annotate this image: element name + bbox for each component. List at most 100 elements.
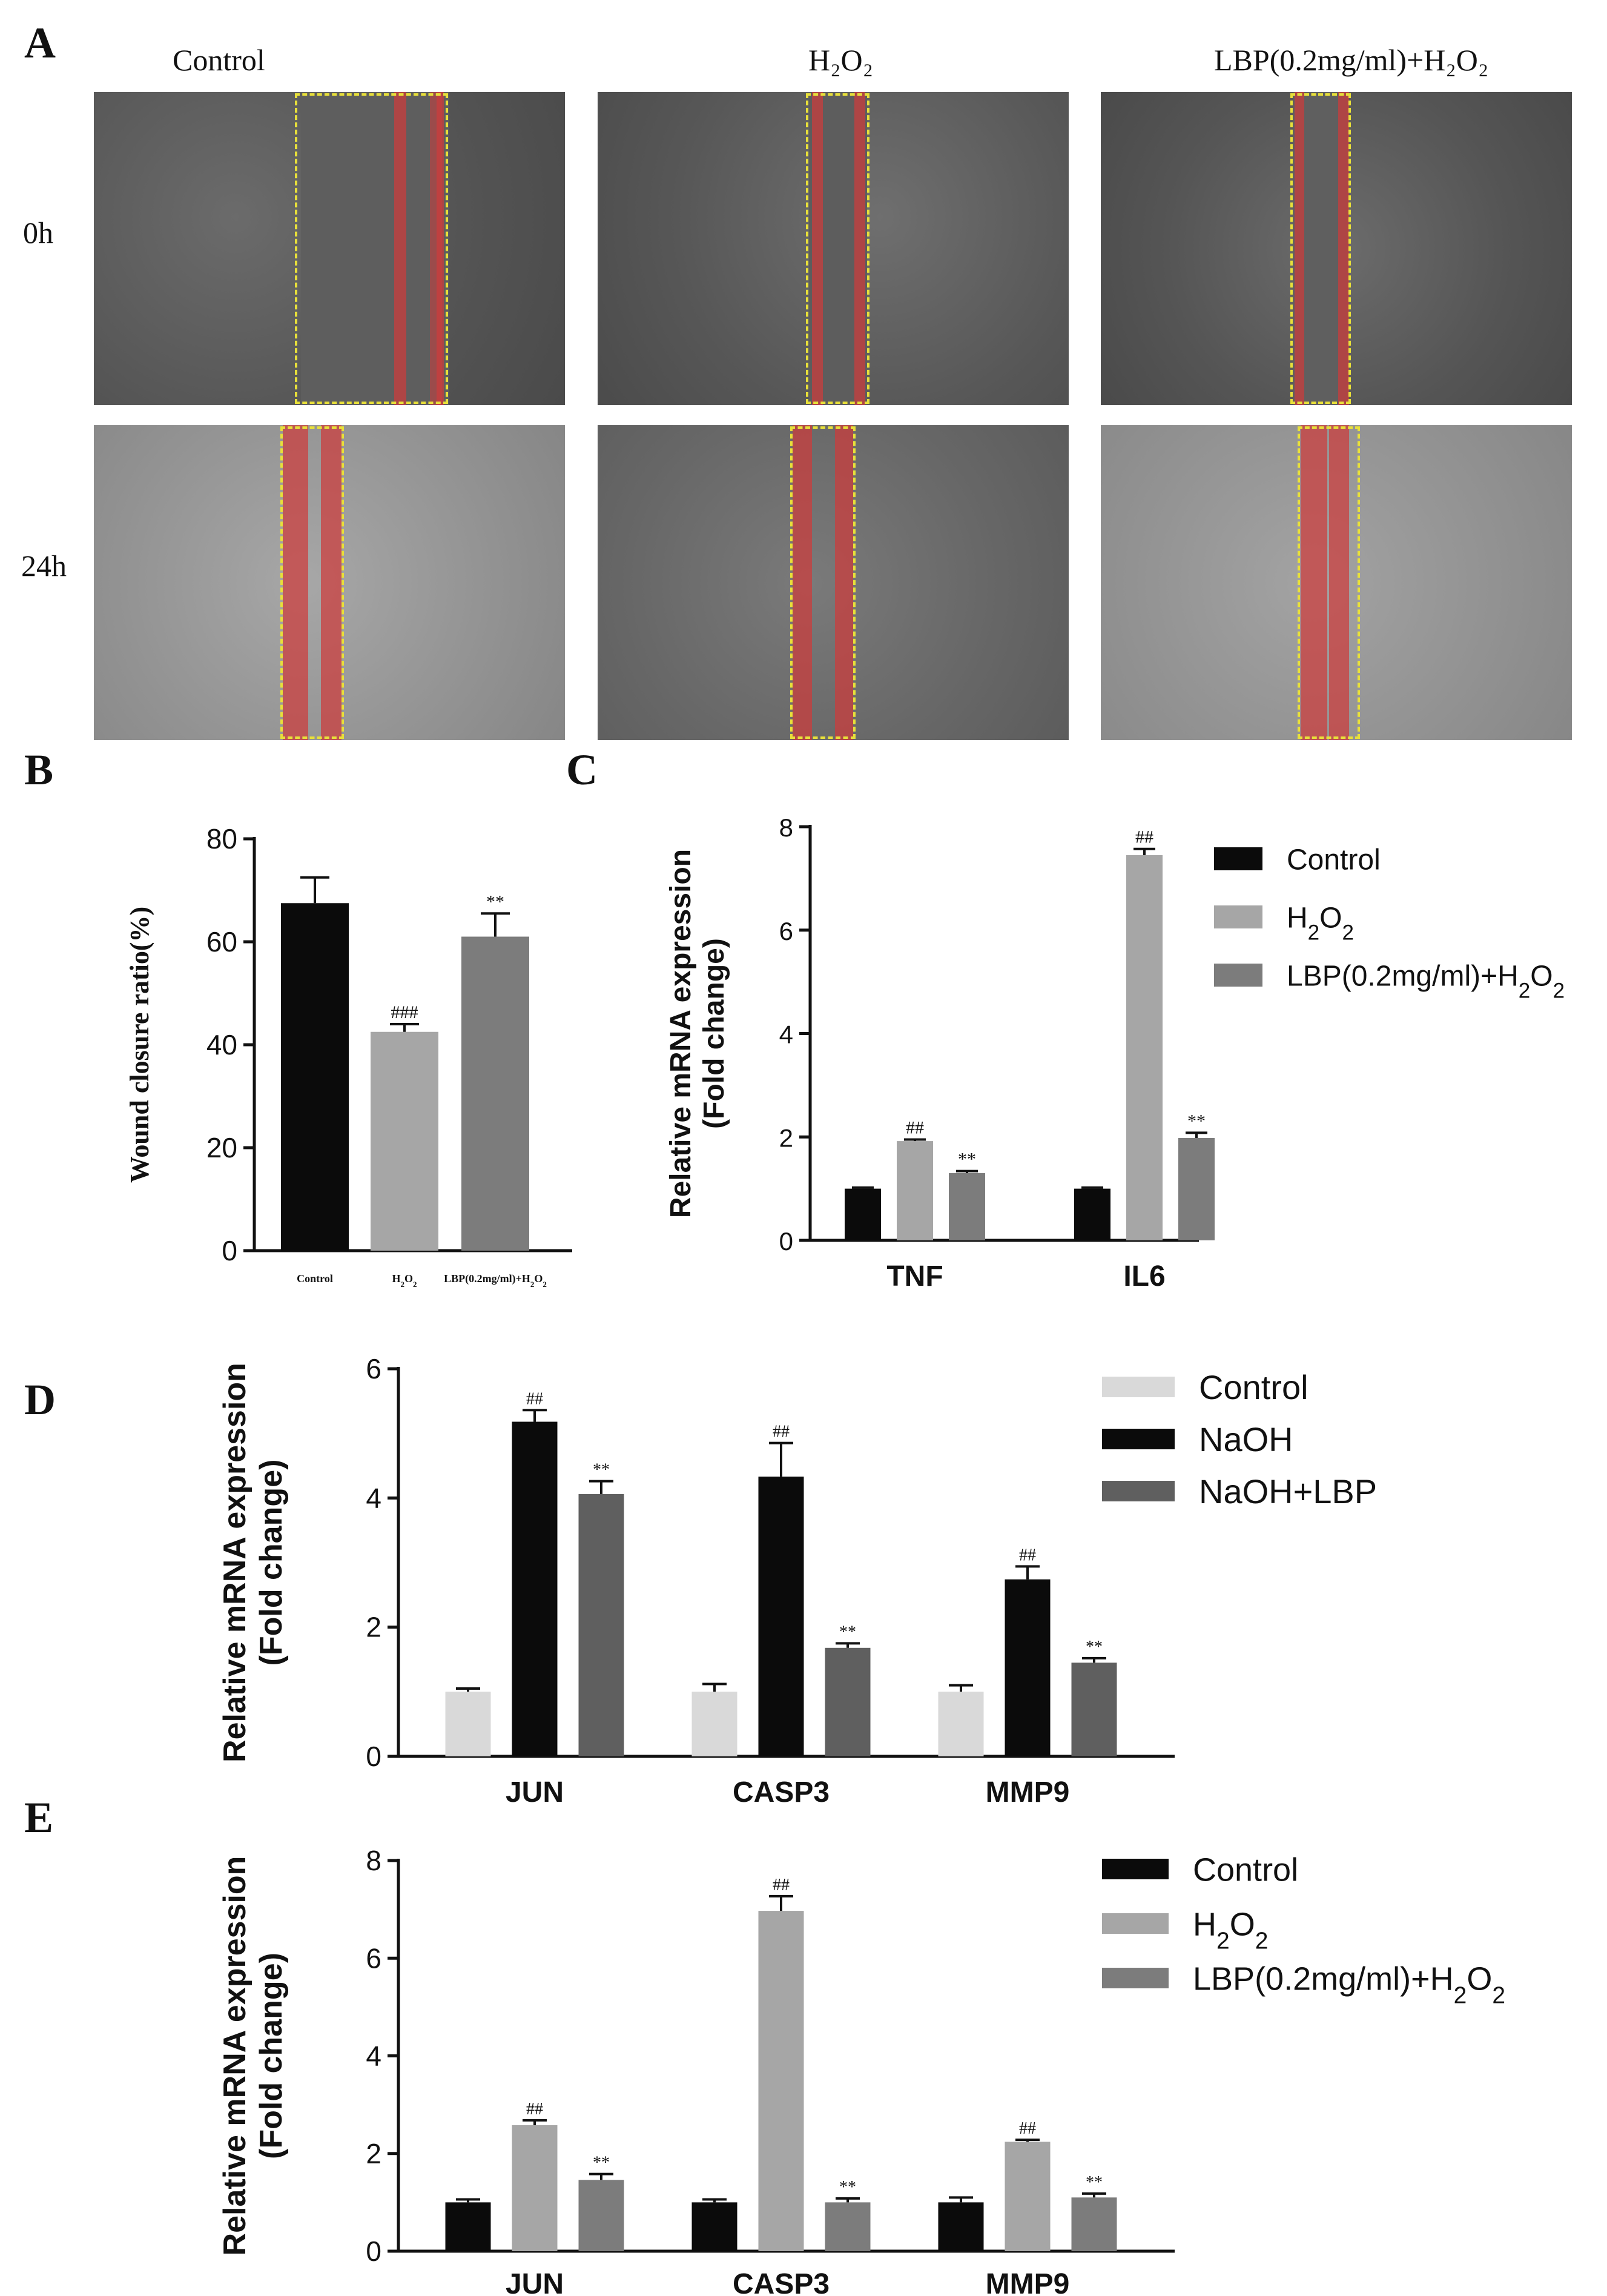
- panel-a-letter: A: [24, 19, 56, 67]
- x-tick-label: IL6: [1123, 1260, 1165, 1292]
- significance-mark: ##: [526, 2100, 543, 2119]
- y-tick-label: 20: [206, 1132, 237, 1163]
- y-tick-label: 0: [222, 1235, 237, 1266]
- bar: [512, 1421, 558, 1756]
- significance-mark: **: [486, 892, 504, 911]
- y-axis-label: Relative mRNA expression: [665, 849, 697, 1218]
- significance-mark: ##: [773, 1876, 790, 1894]
- y-tick-label: 0: [779, 1227, 793, 1256]
- y-tick-label: 8: [779, 813, 793, 842]
- legend-label: Control: [1199, 1368, 1308, 1406]
- legend-swatch: [1102, 1429, 1175, 1449]
- y-tick-label: 60: [206, 926, 237, 958]
- panel-d-letter: D: [24, 1375, 56, 1424]
- panel-c-letter: C: [566, 746, 598, 794]
- legend-label: Control: [1287, 844, 1381, 876]
- legend-swatch: [1102, 1481, 1175, 1501]
- micrograph-lbp-h2o2-0h: [1101, 92, 1572, 405]
- significance-mark: ##: [526, 1389, 543, 1408]
- legend-swatch: [1102, 1913, 1169, 1934]
- significance-mark: **: [839, 1623, 856, 1641]
- legend-label: NaOH: [1199, 1420, 1293, 1458]
- row-label-24h: 24h: [21, 549, 67, 583]
- chart-e-h2o2: 0 2 4 6 8 Relative mRNA expression (Fold chang…: [217, 1845, 1505, 2296]
- significance-mark: ##: [906, 1118, 924, 1138]
- legend-swatch: [1214, 847, 1262, 870]
- column-label-control: Control: [173, 43, 265, 77]
- y-tick-label: 2: [366, 1612, 381, 1643]
- bar: [281, 903, 349, 1251]
- bar: [938, 2202, 984, 2251]
- micrograph-control-24h: [94, 425, 565, 740]
- bar: [1071, 1662, 1117, 1756]
- legend-swatch: [1214, 905, 1262, 928]
- significance-mark: **: [593, 2154, 610, 2172]
- x-tick-label: CASP3: [733, 2268, 830, 2296]
- bar: [445, 1692, 491, 1756]
- y-axis-label-secondary: (Fold change): [698, 938, 730, 1129]
- significance-mark: ###: [391, 1002, 418, 1022]
- y-axis-label: Wound closure ratio(%): [125, 907, 154, 1183]
- bar: [1178, 1137, 1215, 1240]
- significance-mark: ##: [773, 1423, 790, 1441]
- significance-mark: **: [839, 2178, 856, 2197]
- bar: [461, 936, 529, 1251]
- bar: [825, 1647, 871, 1756]
- legend-label: NaOH+LBP: [1199, 1472, 1377, 1510]
- bar: [691, 2202, 738, 2251]
- y-tick-label: 0: [366, 2235, 381, 2267]
- bar: [1005, 1579, 1051, 1756]
- y-tick-label: 6: [366, 1353, 381, 1385]
- x-tick-label: Control: [297, 1272, 333, 1285]
- y-tick-label: 0: [366, 1741, 381, 1772]
- micrograph-h2o2-24h: [598, 425, 1069, 740]
- x-tick-label: MMP9: [986, 1776, 1070, 1808]
- y-axis-label-secondary: (Fold change): [254, 1953, 289, 2159]
- bar: [371, 1031, 438, 1251]
- y-axis-label: Relative mRNA expression: [217, 1363, 252, 1762]
- column-label-h2o2: H₂O₂: [808, 43, 874, 77]
- x-tick-label: CASP3: [733, 1776, 830, 1808]
- bar: [578, 2180, 624, 2251]
- bar: [845, 1188, 881, 1240]
- chart-c-tnf-il6: 0 2 4 6 8 Relative mRNA expression (Fold chang…: [665, 813, 1565, 1292]
- bar: [938, 1692, 984, 1756]
- significance-mark: **: [1187, 1111, 1206, 1131]
- bar: [825, 2202, 871, 2251]
- y-axis-label-secondary: (Fold change): [254, 1460, 289, 1666]
- legend-swatch: [1102, 1859, 1169, 1879]
- bar: [1071, 2197, 1117, 2251]
- bar: [897, 1141, 933, 1240]
- y-tick-label: 40: [206, 1029, 237, 1060]
- legend-label: LBP(0.2mg/ml)+H2O2: [1193, 1960, 1505, 2008]
- legend-label: Control: [1193, 1851, 1298, 1888]
- bar: [578, 1494, 624, 1756]
- significance-mark: **: [958, 1150, 976, 1170]
- x-tick-label: JUN: [506, 1776, 564, 1808]
- row-label-0h: 0h: [23, 216, 53, 250]
- significance-mark: ##: [1019, 2119, 1036, 2138]
- y-tick-label: 4: [366, 2040, 381, 2072]
- bar: [445, 2202, 491, 2251]
- significance-mark: **: [593, 1461, 610, 1480]
- x-tick-label: MMP9: [986, 2268, 1070, 2296]
- y-tick-label: 6: [366, 1942, 381, 1974]
- bar: [758, 1477, 804, 1756]
- significance-mark: ##: [1019, 1546, 1036, 1564]
- micrograph-control-0h: [94, 92, 565, 405]
- y-tick-label: 4: [779, 1021, 793, 1049]
- column-label-lbp-h2o2: LBP(0.2mg/ml)+H₂O₂: [1214, 43, 1489, 77]
- y-tick-label: 4: [366, 1482, 381, 1514]
- y-tick-label: 8: [366, 1845, 381, 1876]
- chart-d-naoh: 0 2 4 6 Relative mRNA expression (Fold change…: [217, 1353, 1377, 1808]
- y-tick-label: 6: [779, 917, 793, 945]
- x-tick-label: H2O2: [392, 1272, 417, 1289]
- bar: [691, 1692, 738, 1756]
- x-tick-label: TNF: [886, 1260, 943, 1292]
- significance-mark: **: [1086, 2173, 1103, 2192]
- legend-swatch: [1102, 1377, 1175, 1397]
- bar: [1005, 2142, 1051, 2251]
- y-tick-label: 80: [206, 823, 237, 855]
- y-axis-label: Relative mRNA expression: [217, 1856, 252, 2256]
- micrograph-lbp-h2o2-24h: [1101, 425, 1572, 740]
